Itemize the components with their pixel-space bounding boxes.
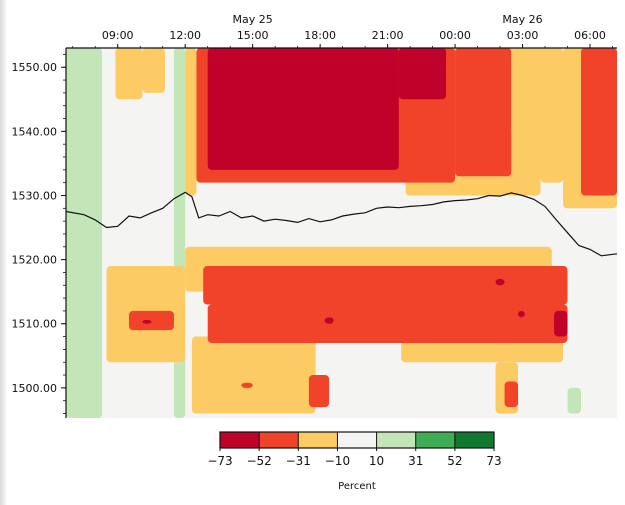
heatmap-region <box>554 310 568 337</box>
y-tick-label: 1500.00 <box>12 382 58 395</box>
y-tick-label: 1520.00 <box>12 254 58 267</box>
colorbar-tick-label: 31 <box>408 454 423 468</box>
heatmap-region <box>308 375 330 408</box>
x-tick-label: 09:00 <box>102 29 134 42</box>
heatmap-region <box>207 48 399 170</box>
y-axis: 1500.00 1510.00 1520.00 1530.00 1540.00 1550.… <box>12 54 66 414</box>
colorbar-tick-label: −10 <box>325 454 350 468</box>
heatmap-region <box>185 48 197 196</box>
plot-area <box>66 48 617 418</box>
colorbar-segment <box>415 432 455 448</box>
y-tick-label: 1510.00 <box>12 318 58 331</box>
heatmap-region <box>66 48 102 418</box>
x-tick-label: 06:00 <box>574 29 606 42</box>
y-tick-label: 1530.00 <box>12 189 58 202</box>
heatmap-region <box>581 48 617 196</box>
heatmap-region <box>115 48 143 100</box>
window-edge <box>0 0 6 505</box>
x-tick-label: 15:00 <box>237 29 269 42</box>
heatmap-region <box>504 381 519 408</box>
heatmap-region <box>241 382 253 388</box>
heatmap-region <box>142 48 165 93</box>
heatmap-region <box>511 48 550 138</box>
x-tick-label: 03:00 <box>507 29 539 42</box>
heatmap-region <box>128 310 174 331</box>
y-tick-label: 1540.00 <box>12 125 58 138</box>
heatmap-region <box>324 317 334 324</box>
heatmap-region <box>191 336 316 414</box>
heatmap-region <box>518 310 525 318</box>
colorbar-segment <box>454 432 494 448</box>
heatmap-region <box>203 266 568 305</box>
colorbar-label: Percent <box>338 481 376 492</box>
x-axis: 09:00 12:00 15:00 18:00 21:00 00:00 03:00 06:00… <box>72 13 613 48</box>
heatmap-region <box>495 278 505 286</box>
x-date-label: May 26 <box>502 13 542 26</box>
x-tick-label: 21:00 <box>372 29 404 42</box>
colorbar-segment <box>220 432 260 448</box>
colorbar: −73 −52 −31 −10 10 31 52 73 Percent <box>207 431 502 492</box>
colorbar-tick-label: −73 <box>207 454 232 468</box>
heatmap-region <box>455 48 512 177</box>
x-tick-label: 18:00 <box>304 29 336 42</box>
x-date-label: May 25 <box>233 13 273 26</box>
colorbar-segment <box>337 432 377 448</box>
colorbar-tick-label: 10 <box>369 454 384 468</box>
x-tick-label: 12:00 <box>169 29 201 42</box>
colorbar-segment <box>259 432 299 448</box>
heatmap-region <box>398 48 447 100</box>
y-tick-label: 1550.00 <box>12 61 58 74</box>
x-tick-label: 00:00 <box>439 29 471 42</box>
heatmap-region <box>66 349 84 414</box>
heatmap-region <box>207 304 568 343</box>
heatmap-region <box>567 387 582 414</box>
colorbar-tick-label: 73 <box>486 454 501 468</box>
heatmap-region <box>142 319 152 324</box>
colorbar-segment <box>376 432 416 448</box>
series-line <box>66 191 617 257</box>
colorbar-tick-label: −52 <box>246 454 271 468</box>
colorbar-segment <box>298 432 338 448</box>
colorbar-tick-label: −31 <box>286 454 311 468</box>
heatmap-region <box>173 48 186 418</box>
colorbar-tick-label: 52 <box>447 454 462 468</box>
